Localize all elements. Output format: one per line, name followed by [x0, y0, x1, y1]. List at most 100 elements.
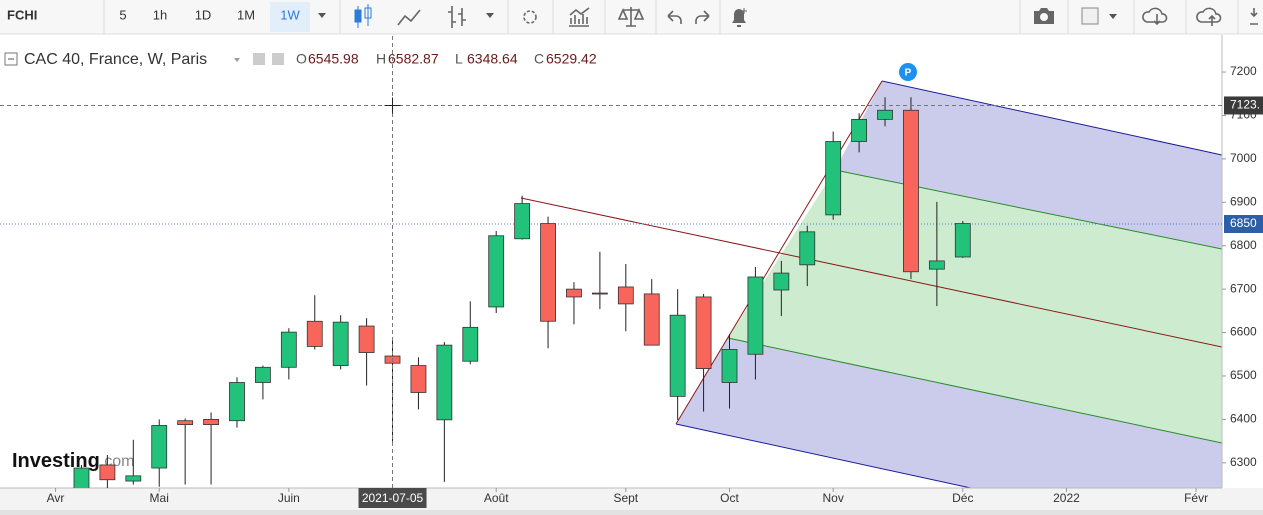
chart-title: CAC 40, France, W, Paris — [24, 51, 207, 68]
ohlc-value: 6529.42 — [546, 51, 597, 67]
x-tick-label: Sept — [613, 491, 638, 505]
title-dropdown[interactable] — [234, 58, 240, 62]
line-icon[interactable] — [397, 9, 421, 26]
candle-body — [540, 223, 556, 322]
candle-body — [436, 344, 453, 421]
camera-lens — [1040, 13, 1048, 21]
pitchfork-line — [727, 337, 1222, 444]
ohlc-legend: O 6545.98 H 6582.87 L 6348.64 C 6529.42 — [296, 51, 597, 67]
candle-body — [203, 418, 219, 426]
candle-body — [825, 141, 842, 216]
bars-icon[interactable] — [448, 6, 466, 28]
pitchfork-handle-marker[interactable] — [899, 63, 917, 81]
y-tick-label: 7000 — [1230, 151, 1257, 165]
watermark: Investing.com — [12, 450, 134, 472]
x-tick-label: Mai — [150, 491, 169, 505]
dropdown-icon[interactable] — [318, 13, 326, 18]
candle-body — [151, 425, 168, 469]
candles-icon[interactable] — [354, 4, 372, 28]
ohlc-value: 6348.64 — [467, 51, 518, 67]
redo-icon[interactable] — [695, 10, 710, 24]
candle-body — [73, 467, 90, 488]
candle-body — [358, 325, 375, 353]
pitchfork-median — [520, 197, 1222, 348]
x-tick-label: Juin — [278, 491, 300, 505]
pitchfork-zone — [835, 81, 1222, 249]
candle-body — [799, 231, 816, 266]
undo-icon[interactable] — [667, 10, 682, 24]
ohlc-label: H — [376, 51, 386, 67]
candle-body — [591, 292, 608, 295]
alert-icon[interactable] — [732, 9, 746, 27]
candles — [73, 97, 971, 488]
crosshair-x-box — [358, 488, 427, 508]
time-axis — [0, 488, 1263, 510]
candle-body — [306, 320, 323, 347]
x-tick-label: Août — [484, 491, 509, 505]
candle-body — [773, 272, 790, 291]
candle-body — [462, 326, 479, 362]
crosshair-y-box — [1224, 96, 1263, 115]
candle-body — [617, 286, 634, 305]
x-tick-label: Avr — [47, 491, 65, 505]
last-price-box — [1224, 215, 1263, 234]
crosshair-x-label: 2021-07-05 — [362, 491, 424, 505]
y-tick-label: 6400 — [1230, 412, 1257, 426]
interval-button[interactable]: 1M — [237, 7, 255, 22]
y-tick-label: 6900 — [1230, 194, 1257, 208]
y-tick-label: 6700 — [1230, 281, 1257, 295]
visibility-icon[interactable] — [253, 53, 265, 65]
candle-body — [410, 365, 427, 393]
y-tick-label: 7200 — [1230, 64, 1257, 78]
ohlc-label: L — [455, 51, 463, 67]
load-icon[interactable] — [1142, 7, 1168, 26]
interval-button[interactable]: 1D — [195, 7, 212, 22]
candle-body — [669, 314, 686, 397]
candle-body — [928, 260, 945, 270]
candle-body — [954, 223, 971, 258]
compare-icon[interactable] — [617, 7, 645, 27]
candle-body — [851, 118, 868, 142]
pitchfork-line — [675, 423, 974, 488]
pitchfork-zone — [676, 338, 1222, 488]
candle-body — [514, 203, 531, 240]
interval-button[interactable]: 5 — [119, 7, 126, 22]
ohlc-label: C — [534, 51, 544, 67]
interval-button[interactable]: 1h — [153, 7, 167, 22]
ohlc-value: 6545.98 — [308, 51, 359, 67]
pitchfork[interactable] — [520, 80, 1222, 490]
y-tick-label: 6500 — [1230, 368, 1257, 382]
y-tick-label: 6600 — [1230, 325, 1257, 339]
pitchfork-zone — [728, 170, 1222, 443]
dropdown-icon[interactable] — [1109, 14, 1117, 19]
ohlc-value: 6582.87 — [388, 51, 439, 67]
symbol[interactable]: FCHI — [7, 7, 37, 22]
settings-icon[interactable] — [523, 10, 537, 24]
candle-body — [643, 293, 660, 346]
x-tick-label: Nov — [823, 491, 844, 505]
interval-button[interactable]: 1W — [280, 7, 300, 22]
dropdown-icon[interactable] — [486, 13, 494, 18]
candle-body — [229, 382, 245, 422]
save-icon[interactable] — [1196, 7, 1222, 26]
candle-body — [280, 331, 297, 368]
candle-body — [721, 349, 738, 383]
candle-body — [747, 276, 764, 355]
crosshair-y-label: 7123. — [1230, 98, 1260, 112]
last-price-label: 6850 — [1230, 216, 1257, 230]
pitchfork-marker-text: P — [905, 68, 912, 79]
expand-icon[interactable] — [1250, 8, 1258, 25]
settings-icon[interactable] — [272, 53, 284, 65]
alert-plus — [741, 8, 747, 14]
interval-active — [270, 2, 310, 32]
color-icon[interactable] — [1081, 7, 1099, 25]
toolbar-separators — [103, 0, 1239, 34]
scrollbar[interactable] — [0, 510, 1263, 515]
x-tick-label: Déc — [952, 491, 973, 505]
candle-body — [566, 288, 582, 298]
candle-body — [877, 109, 893, 120]
indicators-icon[interactable] — [569, 7, 590, 27]
ohlc-label: O — [296, 51, 307, 67]
pitchfork-line — [834, 169, 1222, 250]
